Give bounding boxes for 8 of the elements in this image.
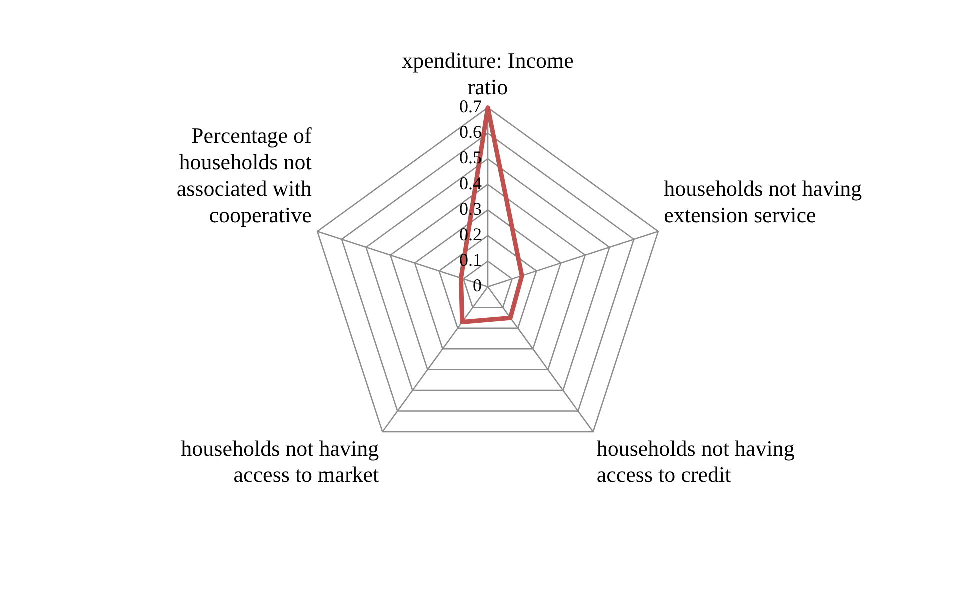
y-tick-label: 0.7 bbox=[460, 96, 482, 117]
spoke-label: Percentage of households not associated with cooperative bbox=[176, 123, 313, 228]
y-tick-label: 0.6 bbox=[460, 122, 482, 142]
spoke-label: households not having access to credit bbox=[596, 436, 795, 488]
spoke-label: households not having access to market bbox=[181, 436, 380, 488]
y-tick-label: 0 bbox=[473, 276, 482, 296]
spoke-label: households not having extension service bbox=[664, 176, 862, 228]
spoke-label: xpenditure: Income ratio bbox=[402, 48, 574, 100]
